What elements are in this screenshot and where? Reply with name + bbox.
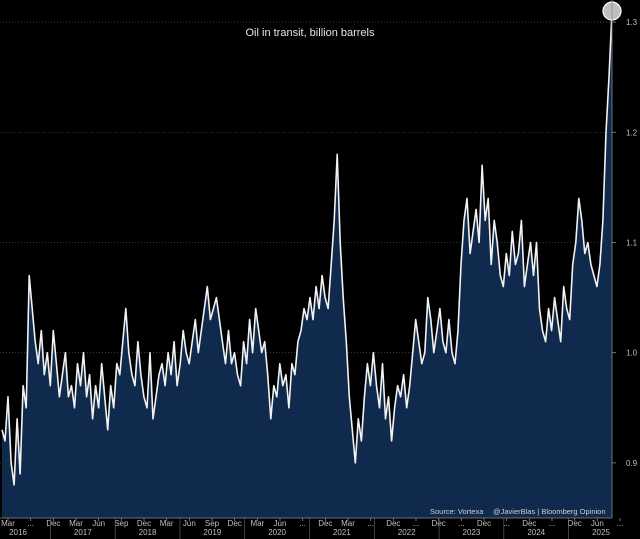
x-tick-label: ... [299,519,306,528]
x-axis-years: 2016 2017 2018 2019 2020 2021 2022 2023 2024 2025 [9,518,610,539]
x-tick-label: Dec [386,519,400,528]
x-year-label: 2021 [333,528,351,537]
x-tick-label: Mar [69,519,83,528]
x-tick-label: Dec [522,519,536,528]
y-tick-label: 1.3 [626,18,638,27]
x-year-label: 2017 [74,528,92,537]
chart-title: Oil in transit, billion barrels [246,27,375,39]
x-tick-label: Mar [341,519,355,528]
x-tick-label: Jun [183,519,196,528]
series-line [1,10,613,486]
y-tick-label: 1.0 [626,349,638,358]
x-year-label: 2016 [9,528,27,537]
x-tick-label: Sep [114,519,129,528]
y-tick-label: 1.2 [626,128,638,137]
credit-note: @JavierBlas | Bloomberg Opinion [493,507,606,516]
x-tick-label: ... [549,519,556,528]
x-year-label: 2019 [203,528,221,537]
x-tick-label: Jun [274,519,287,528]
x-year-label: 2024 [527,528,545,537]
x-tick-label: Jun [92,519,105,528]
x-tick-label: Dec [432,519,446,528]
x-tick-label: Jun [591,519,604,528]
x-tick-label: Mar [250,519,264,528]
x-year-label: 2020 [268,528,286,537]
source-note: Source: Vortexa [430,507,484,516]
x-tick-label: Dec [318,519,332,528]
y-tick-label: 1.1 [626,238,638,247]
x-tick-label: Dec [477,519,491,528]
x-year-label: 2023 [463,528,481,537]
x-tick-label: Dec [46,519,60,528]
x-tick-label: Mar [160,519,174,528]
x-tick-label: Dec [568,519,582,528]
x-tick-label: ... [367,519,374,528]
y-tick-label: 0.9 [626,459,638,468]
x-year-label: 2025 [592,528,610,537]
x-tick-label: ... [27,519,34,528]
x-axis-ticks: Mar... Dec Mar Jun Sep Dec Mar Jun Sep Dec Mar Jun.… [1,518,623,528]
x-tick-label: Dec [137,519,151,528]
x-tick-label: ... [503,519,510,528]
x-tick-label: ... [617,519,624,528]
x-tick-label: Mar [1,519,15,528]
series-area-fill [2,11,612,518]
x-year-label: 2022 [398,528,416,537]
x-tick-label: Dec [228,519,242,528]
x-year-label: 2018 [139,528,157,537]
x-tick-label: ... [413,519,420,528]
x-tick-label: Sep [205,519,220,528]
y-axis-ticks: 0.9 1.0 1.1 1.2 1.3 [611,0,638,518]
x-tick-label: ... [458,519,465,528]
